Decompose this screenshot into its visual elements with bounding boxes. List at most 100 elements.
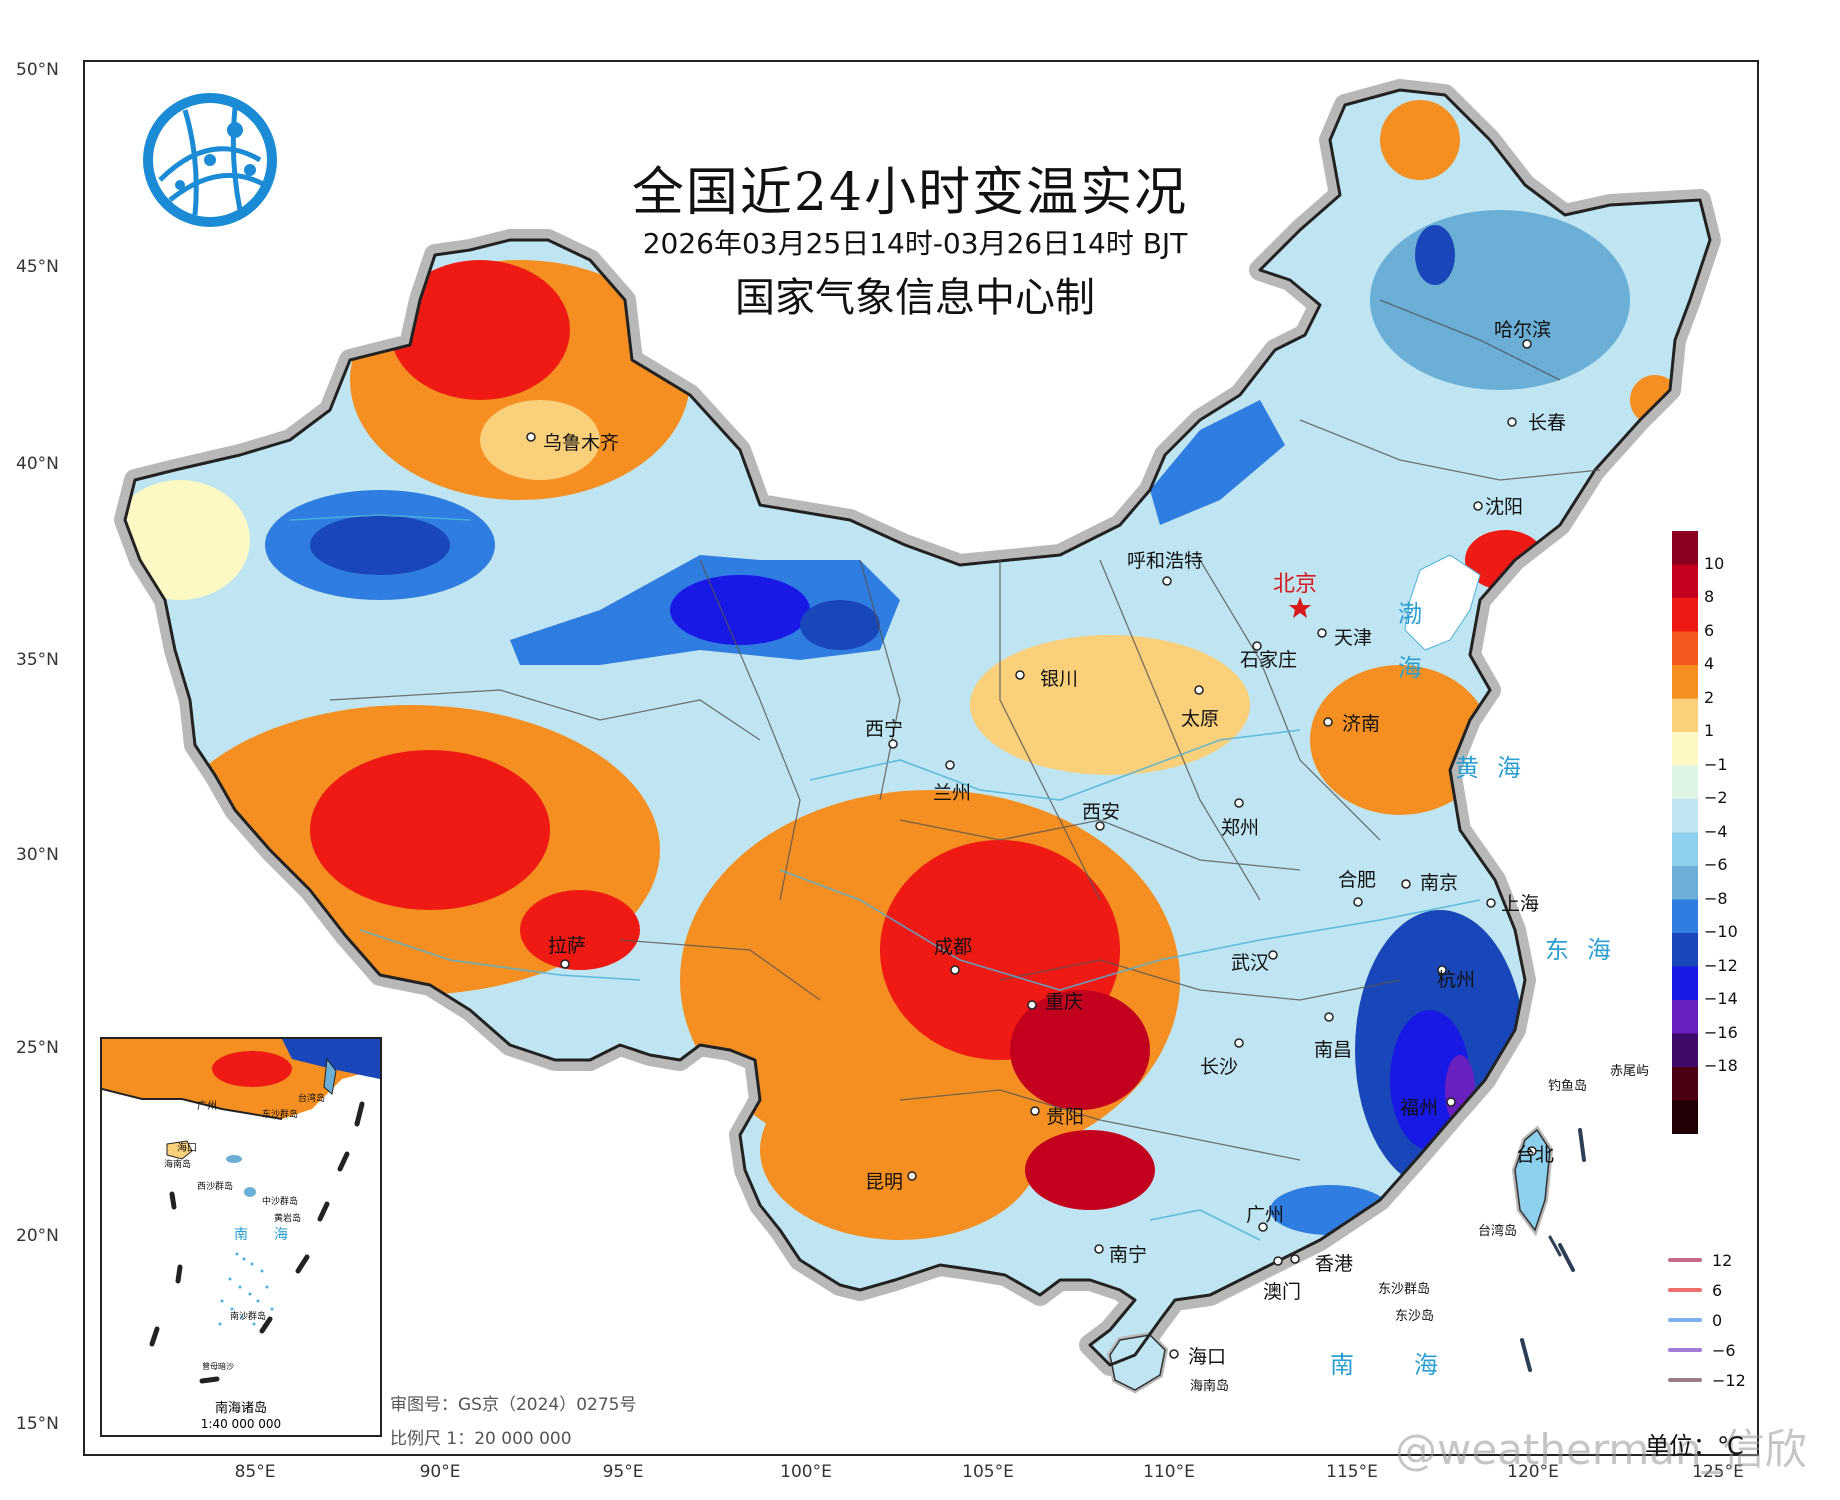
contour-legend-swatch xyxy=(1668,1378,1702,1382)
lon-label: 110°E xyxy=(1143,1462,1195,1482)
colorbar-label: 1 xyxy=(1704,721,1715,740)
inset-title: 南海诸岛 xyxy=(214,1401,267,1416)
lon-label: 120°E xyxy=(1507,1462,1559,1482)
lat-label: 25°N xyxy=(16,1038,59,1058)
colorbar-label: −18 xyxy=(1704,1056,1738,1075)
colorbar-swatch xyxy=(1672,698,1698,733)
contour-legend-row: 0 xyxy=(1668,1310,1722,1330)
inset-label-guangzhou: 广州 xyxy=(197,1101,217,1112)
watermark: @weatherman_信欣 xyxy=(1395,1425,1807,1474)
lat-label: 15°N xyxy=(16,1414,59,1434)
contour-legend-row: 12 xyxy=(1668,1250,1732,1270)
city-label-hangzhou: 杭州 xyxy=(1437,969,1476,991)
city-label-jinan: 济南 xyxy=(1342,713,1381,735)
city-label-urumqi: 乌鲁木齐 xyxy=(543,432,620,454)
sea-label-bohai: 渤 xyxy=(1398,600,1440,628)
inset-label-dongsha: 东沙群岛 xyxy=(262,1110,299,1120)
colorbar-swatch xyxy=(1672,732,1698,766)
colorbar xyxy=(1672,531,1698,1134)
city-label-fuzhou: 福州 xyxy=(1400,1097,1439,1119)
lat-label: 20°N xyxy=(16,1226,59,1246)
city-label-taiyuan: 太原 xyxy=(1181,708,1220,730)
lon-label: 105°E xyxy=(962,1462,1014,1482)
colorbar-swatch xyxy=(1672,598,1698,632)
city-label-tianjin: 天津 xyxy=(1334,627,1373,649)
colorbar-label: −12 xyxy=(1704,955,1738,975)
island-label-hainan: 海南岛 xyxy=(1190,1379,1230,1394)
colorbar-label: 8 xyxy=(1704,587,1715,606)
city-label-lhasa: 拉萨 xyxy=(548,935,587,957)
colorbar-label: −4 xyxy=(1704,821,1728,841)
inset-label-zengmu: 曾母暗沙 xyxy=(202,1362,234,1371)
inset-label-zhongsha: 中沙群岛 xyxy=(262,1197,299,1207)
city-label-changchun: 长春 xyxy=(1528,412,1567,434)
city-label-shenyang: 沈阳 xyxy=(1485,496,1524,518)
city-label-guiyang: 贵阳 xyxy=(1046,1106,1085,1128)
island-label-taiwan: 台湾岛 xyxy=(1478,1224,1518,1239)
city-label-beijing: 北京 xyxy=(1273,572,1318,597)
colorbar-swatch xyxy=(1672,765,1698,800)
lon-label: 90°E xyxy=(419,1462,461,1482)
colorbar-swatch xyxy=(1672,933,1698,967)
map-producer: 国家气象信息中心制 xyxy=(735,275,1095,321)
city-label-xining: 西宁 xyxy=(865,718,904,740)
contour-legend-label: 6 xyxy=(1712,1280,1723,1300)
contour-legend-row: 6 xyxy=(1668,1280,1722,1300)
colorbar-label: −10 xyxy=(1704,922,1738,941)
contour-legend-label: −6 xyxy=(1712,1340,1736,1360)
colorbar-label: 10 xyxy=(1704,553,1725,573)
colorbar-swatch xyxy=(1672,631,1698,666)
map-scale: 比例尺 1：20 000 000 xyxy=(390,1429,572,1449)
inset-label-nansha: 南沙群岛 xyxy=(230,1312,267,1322)
map-title: 全国近24小时变温实况 xyxy=(631,163,1189,223)
city-label-kunming: 昆明 xyxy=(865,1171,904,1193)
city-label-taipei: 台北 xyxy=(1516,1144,1555,1166)
sea-label-nanhai: 南海 xyxy=(1330,1351,1498,1379)
inset-label-taiwan: 台湾岛 xyxy=(298,1094,326,1104)
lon-label: 100°E xyxy=(780,1462,832,1482)
colorbar-label: −1 xyxy=(1704,754,1728,774)
inset-scale: 1:40 000 000 xyxy=(200,1417,282,1431)
sea-label-donghai: 东海 xyxy=(1545,936,1629,964)
colorbar-label: 6 xyxy=(1704,620,1715,640)
city-label-nanjing: 南京 xyxy=(1420,872,1459,894)
colorbar-swatch xyxy=(1672,1000,1698,1034)
colorbar-swatch xyxy=(1672,531,1698,565)
contour-legend-swatch xyxy=(1668,1288,1702,1292)
colorbar-label: 4 xyxy=(1704,654,1715,673)
colorbar-label: −16 xyxy=(1704,1022,1738,1042)
island-label-dongsha-islands: 东沙群岛 xyxy=(1378,1282,1431,1297)
colorbar-label: −2 xyxy=(1704,788,1728,807)
map-subtitle: 2026年03月25日14时-03月26日14时 BJT xyxy=(642,227,1188,260)
city-label-zhengzhou: 郑州 xyxy=(1221,817,1260,839)
city-label-chengdu: 成都 xyxy=(934,936,973,958)
city-label-lanzhou: 兰州 xyxy=(933,782,972,804)
colorbar-swatch xyxy=(1672,899,1698,934)
city-label-harbin: 哈尔滨 xyxy=(1494,319,1552,341)
colorbar-swatch xyxy=(1672,1033,1698,1068)
city-label-nanning: 南宁 xyxy=(1109,1244,1148,1266)
contour-legend-swatch xyxy=(1668,1318,1702,1322)
city-label-hongkong: 香港 xyxy=(1315,1253,1354,1275)
contour-legend-row: −6 xyxy=(1668,1340,1736,1360)
city-label-haikou: 海口 xyxy=(1188,1346,1227,1368)
city-label-yinchuan: 银川 xyxy=(1040,668,1079,690)
colorbar-label: 2 xyxy=(1704,687,1715,707)
lat-label: 40°N xyxy=(16,454,59,474)
contour-legend-label: 12 xyxy=(1712,1250,1733,1270)
colorbar-swatch xyxy=(1672,665,1698,699)
contour-legend-label: 0 xyxy=(1712,1310,1723,1330)
city-label-hefei: 合肥 xyxy=(1338,869,1377,891)
colorbar-swatch xyxy=(1672,832,1698,867)
contour-legend-label: −12 xyxy=(1712,1370,1746,1390)
colorbar-swatch xyxy=(1672,1067,1698,1101)
city-label-hohhot: 呼和浩特 xyxy=(1127,550,1204,572)
inset-sea-label-1: 南 xyxy=(234,1227,248,1243)
inset-map xyxy=(102,1039,380,1384)
inset-label-xisha: 西沙群岛 xyxy=(197,1182,234,1192)
island-label-chiwei: 赤尾屿 xyxy=(1610,1064,1650,1079)
city-label-guangzhou: 广州 xyxy=(1246,1204,1285,1226)
city-label-shanghai: 上海 xyxy=(1501,893,1540,915)
lon-label: 115°E xyxy=(1326,1462,1378,1482)
